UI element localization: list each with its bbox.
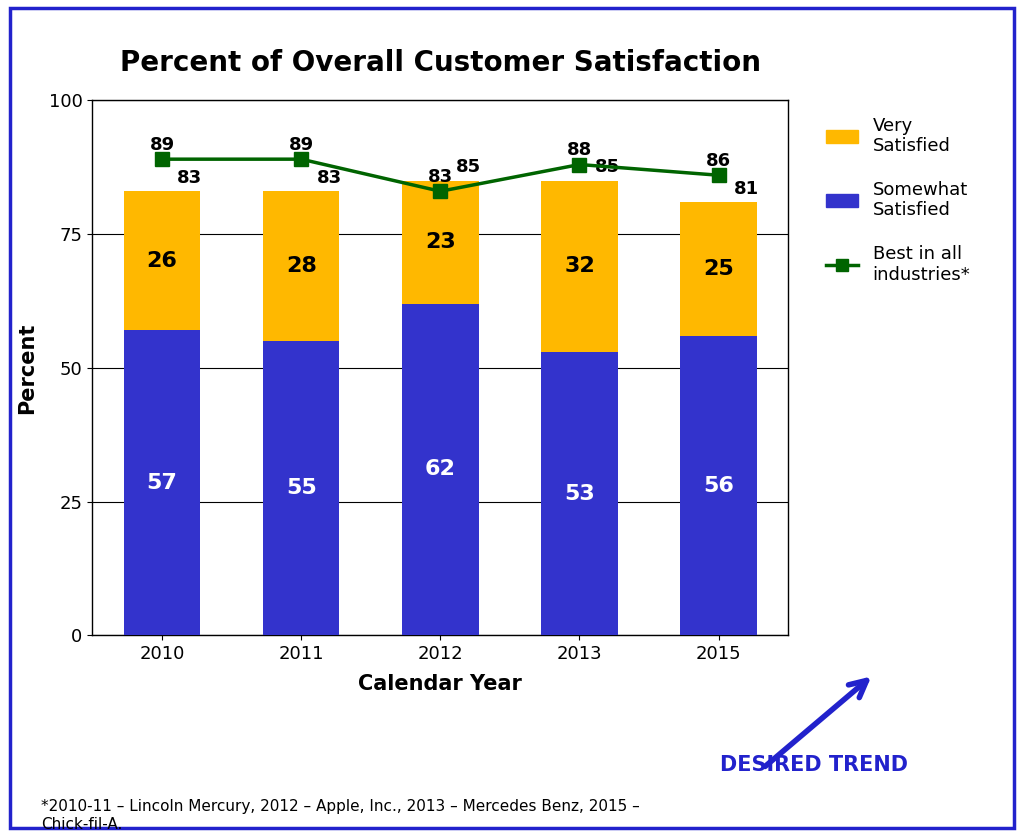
Bar <box>263 341 339 635</box>
Text: 83: 83 <box>177 169 203 187</box>
Text: 86: 86 <box>706 152 731 170</box>
Text: 56: 56 <box>703 476 734 496</box>
Text: *2010-11 – Lincoln Mercury, 2012 – Apple, Inc., 2013 – Mercedes Benz, 2015 –
Chi: *2010-11 – Lincoln Mercury, 2012 – Apple… <box>41 799 640 832</box>
Text: 25: 25 <box>703 259 734 279</box>
Bar <box>124 330 201 635</box>
Text: 89: 89 <box>289 135 313 154</box>
Bar <box>680 336 757 635</box>
Bar <box>680 202 757 336</box>
Text: 55: 55 <box>286 478 316 498</box>
Bar <box>402 303 478 635</box>
Text: 85: 85 <box>456 158 480 176</box>
Text: 26: 26 <box>146 251 177 271</box>
Bar <box>402 181 478 303</box>
Text: 83: 83 <box>428 168 453 186</box>
Bar <box>263 191 339 341</box>
Legend: Very
Satisfied, Somewhat
Satisfied, Best in all
industries*: Very Satisfied, Somewhat Satisfied, Best… <box>818 110 978 291</box>
Bar <box>542 352 617 635</box>
Y-axis label: Percent: Percent <box>17 322 38 414</box>
Text: 89: 89 <box>150 135 175 154</box>
Text: 81: 81 <box>734 180 759 197</box>
Text: 23: 23 <box>425 232 456 252</box>
Text: 85: 85 <box>595 158 620 176</box>
Bar <box>542 181 617 352</box>
Text: 88: 88 <box>567 141 592 159</box>
Text: 83: 83 <box>316 169 342 187</box>
Bar <box>124 191 201 330</box>
Text: 57: 57 <box>146 473 177 493</box>
Text: 32: 32 <box>564 256 595 276</box>
Text: 53: 53 <box>564 483 595 503</box>
X-axis label: Calendar Year: Calendar Year <box>358 674 522 694</box>
Text: 62: 62 <box>425 460 456 480</box>
Text: 28: 28 <box>286 256 316 276</box>
Text: Percent of Overall Customer Satisfaction: Percent of Overall Customer Satisfaction <box>120 48 761 77</box>
Text: DESIRED TREND: DESIRED TREND <box>720 755 908 775</box>
